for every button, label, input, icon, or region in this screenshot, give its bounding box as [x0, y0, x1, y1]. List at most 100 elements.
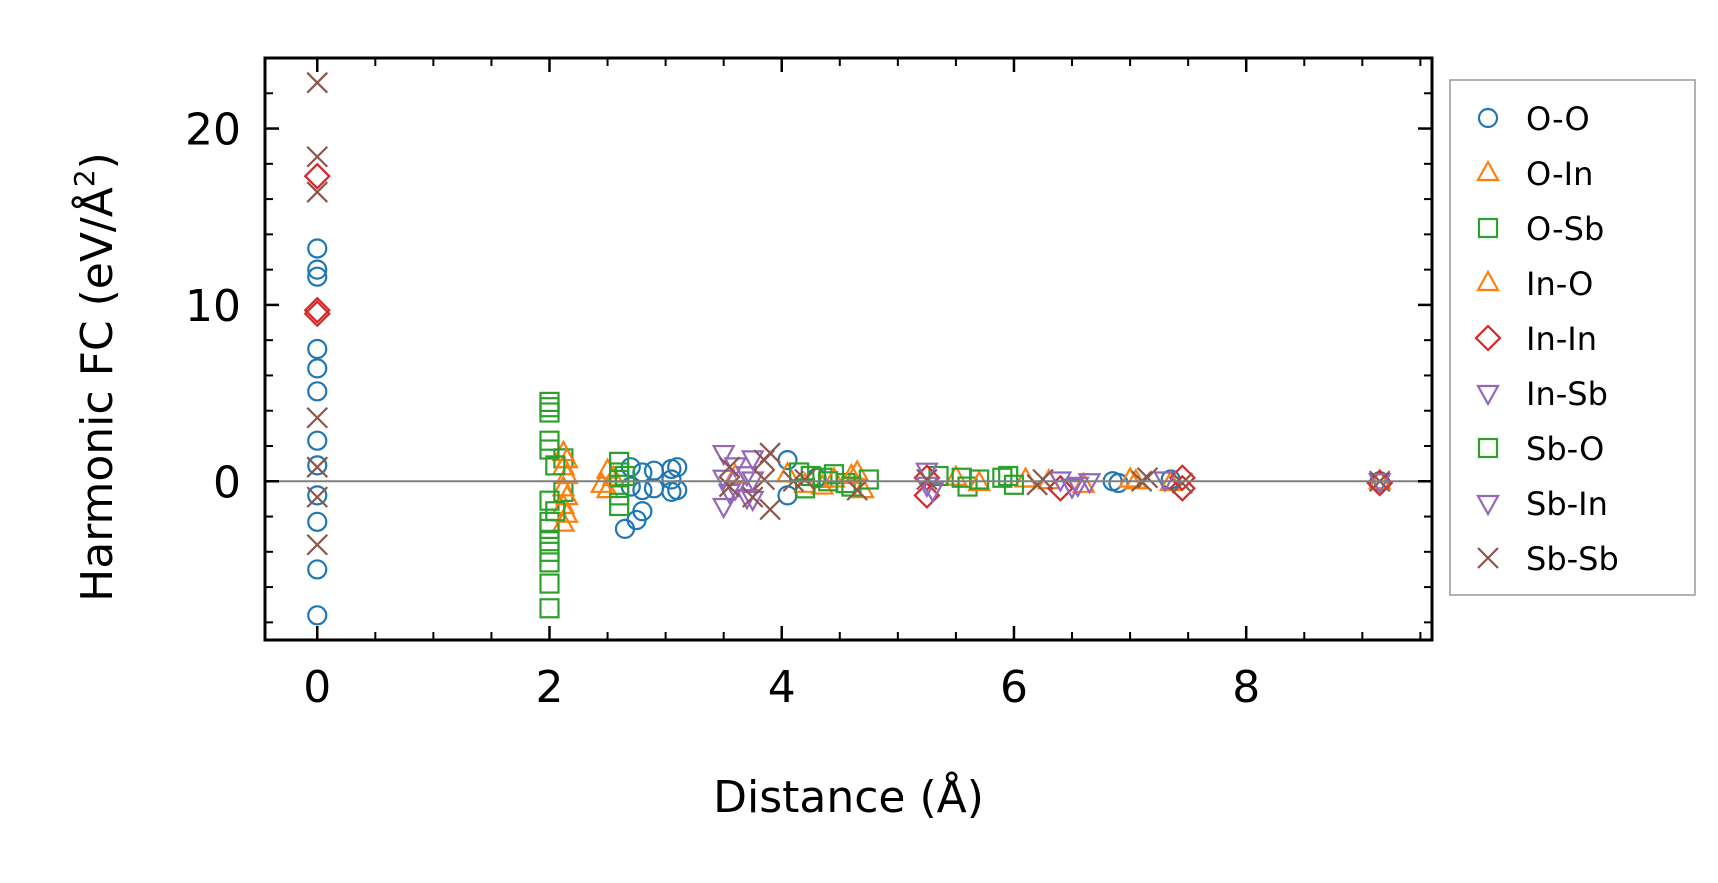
- data-point: [307, 338, 328, 360]
- legend-entry: In-O: [1476, 265, 1593, 303]
- data-point: [307, 238, 328, 259]
- legend-label: In-O: [1526, 265, 1593, 303]
- legend-entry: Sb-In: [1476, 485, 1608, 523]
- data-point: [794, 468, 816, 491]
- data-point: [303, 296, 331, 324]
- series-sb-sb: [306, 71, 1391, 556]
- legend-marker: [1476, 494, 1500, 517]
- data-point: [539, 573, 560, 594]
- data-point: [711, 469, 736, 492]
- legend-marker: [1476, 384, 1500, 407]
- legend-label: O-Sb: [1526, 210, 1604, 248]
- data-point: [626, 509, 647, 531]
- legend-entry: In-Sb: [1476, 375, 1608, 413]
- data-point: [306, 486, 329, 508]
- data-point: [915, 476, 939, 499]
- axis-ticks: 0 2 4 6 8 0 10 20: [185, 57, 1432, 713]
- x-tick-label: 4: [768, 662, 796, 713]
- legend-label: Sb-O: [1526, 430, 1604, 468]
- legend-entry: Sb-Sb: [1477, 540, 1619, 578]
- y-axis-title-tail: ): [72, 152, 123, 169]
- series-o-o: [307, 238, 1390, 626]
- data-point: [643, 460, 665, 481]
- legend-entry: In-In: [1474, 320, 1597, 358]
- data-point: [717, 483, 742, 506]
- data-point: [1032, 468, 1054, 491]
- data-point: [1046, 474, 1074, 502]
- data-point: [306, 71, 329, 94]
- data-point: [822, 466, 846, 488]
- data-point: [539, 531, 560, 552]
- data-point: [595, 476, 620, 499]
- legend: O-O O-In O-Sb In-O In-In In-Sb Sb-O Sb-In Sb-Sb: [1449, 79, 1696, 596]
- data-point: [614, 518, 636, 539]
- data-point: [1060, 478, 1084, 500]
- data-point: [1168, 474, 1196, 502]
- data-point: [741, 486, 764, 508]
- data-point: [846, 479, 868, 501]
- y-tick-label: 20: [185, 105, 241, 156]
- legend-marker: [1476, 159, 1500, 182]
- legend-entry: Sb-O: [1477, 430, 1604, 468]
- data-point: [609, 485, 630, 506]
- legend-label: Sb-In: [1526, 485, 1608, 523]
- legend-marker: [1474, 324, 1502, 352]
- data-point: [303, 300, 331, 328]
- data-point: [998, 465, 1019, 487]
- data-point: [307, 455, 328, 476]
- data-point: [913, 481, 941, 509]
- x-tick-label: 0: [303, 662, 331, 713]
- data-point: [735, 466, 759, 488]
- legend-marker: [1477, 107, 1499, 129]
- data-point: [718, 475, 741, 498]
- data-point: [609, 495, 630, 517]
- data-point: [920, 481, 945, 504]
- data-point: [753, 468, 776, 491]
- data-point: [539, 541, 560, 562]
- data-point: [916, 468, 938, 491]
- data-point: [609, 451, 630, 472]
- data-point: [1013, 466, 1038, 488]
- data-point: [306, 145, 329, 168]
- data-point: [777, 485, 798, 506]
- data-point: [545, 455, 566, 476]
- data-point: [307, 259, 328, 280]
- data-point: [303, 162, 331, 190]
- data-point: [1071, 471, 1096, 493]
- data-point: [307, 381, 328, 402]
- data-point: [759, 498, 781, 521]
- x-tick-label: 6: [1000, 662, 1028, 713]
- legend-items: O-O O-In O-Sb In-O In-In In-Sb Sb-O Sb-In Sb-Sb: [1474, 100, 1619, 578]
- series-in-in: [303, 162, 1394, 509]
- legend-marker: [1477, 437, 1499, 459]
- legend-marker: [1477, 547, 1499, 569]
- data-point: [1367, 473, 1392, 495]
- legend-label: Sb-Sb: [1526, 540, 1619, 578]
- y-axis-title-main: Harmonic FC (eV/Å: [70, 187, 123, 602]
- data-point: [539, 402, 560, 423]
- data-point: [306, 533, 329, 556]
- data-marks: [303, 71, 1394, 626]
- data-point: [793, 471, 817, 493]
- data-point: [307, 511, 328, 532]
- data-point: [539, 598, 560, 619]
- legend-label: O-In: [1526, 155, 1593, 193]
- legend-marker: [1476, 269, 1500, 292]
- data-point: [740, 450, 765, 472]
- data-point: [759, 442, 781, 464]
- data-point: [944, 464, 968, 486]
- y-tick-label: 0: [213, 457, 241, 508]
- data-point: [1065, 476, 1090, 499]
- data-point: [539, 552, 560, 573]
- x-tick-label: 8: [1232, 662, 1260, 713]
- y-axis-title: Harmonic FC (eV/Å2): [68, 152, 123, 602]
- data-point: [307, 266, 328, 287]
- data-point: [555, 501, 579, 523]
- legend-entry: O-Sb: [1477, 210, 1604, 248]
- data-point: [718, 456, 741, 478]
- data-point: [661, 469, 682, 490]
- data-point: [589, 471, 614, 493]
- data-point: [306, 456, 329, 478]
- y-tick-label: 10: [185, 281, 241, 332]
- series-o-sb: [539, 391, 1025, 619]
